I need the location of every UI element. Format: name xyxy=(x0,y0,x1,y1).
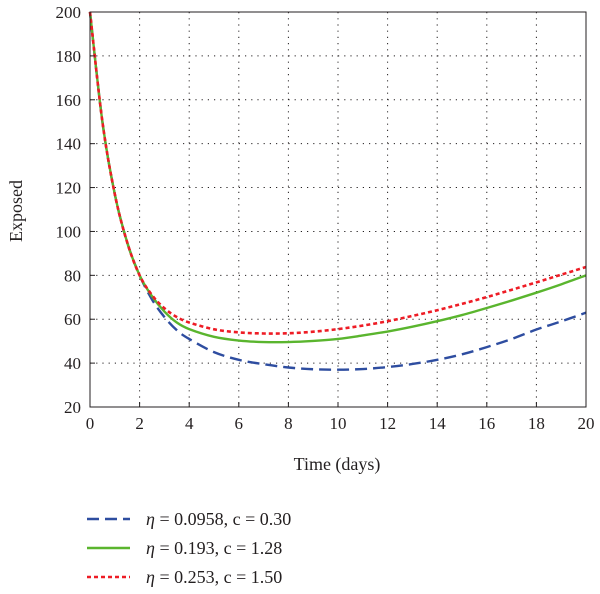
x-tick-label: 10 xyxy=(330,414,347,433)
grid-lines xyxy=(90,12,586,407)
x-tick-label: 16 xyxy=(478,414,495,433)
y-tick-label: 120 xyxy=(56,179,82,198)
x-tick-label: 6 xyxy=(235,414,244,433)
y-tick-label: 160 xyxy=(56,91,82,110)
series-layer xyxy=(88,11,587,371)
legend-eta-symbol: η xyxy=(146,538,155,558)
x-tick-label: 20 xyxy=(578,414,595,433)
x-tick-label: 14 xyxy=(429,414,447,433)
x-tick-label: 0 xyxy=(86,414,95,433)
legend-label-3: η = 0.253, c = 1.50 xyxy=(146,567,282,587)
x-tick-label: 8 xyxy=(284,414,293,433)
y-axis-title: Exposed xyxy=(6,180,26,242)
y-tick-label: 140 xyxy=(56,135,82,154)
legend-label-2: η = 0.193, c = 1.28 xyxy=(146,538,282,558)
y-axis-ticks: 20 40 60 80 100 120 140 160 180 200 xyxy=(56,3,95,417)
x-axis-title: Time (days) xyxy=(294,454,381,475)
y-tick-label: 200 xyxy=(56,3,82,22)
series-line-3 xyxy=(88,11,587,335)
y-tick-label: 60 xyxy=(64,310,81,329)
legend-eta-symbol: η xyxy=(146,567,155,587)
x-axis-ticks: 0 2 4 6 8 10 12 14 16 18 20 xyxy=(86,402,595,433)
legend-eta-symbol: η xyxy=(146,509,155,529)
x-tick-label: 12 xyxy=(379,414,396,433)
y-tick-label: 180 xyxy=(56,47,82,66)
series-line-2 xyxy=(88,11,587,344)
legend-label-1: η = 0.0958, c = 0.30 xyxy=(146,509,291,529)
x-tick-label: 18 xyxy=(528,414,545,433)
legend: η = 0.0958, c = 0.30η = 0.193, c = 1.28η… xyxy=(87,509,291,587)
legend-params: = 0.253, c = 1.50 xyxy=(155,567,282,587)
y-tick-label: 100 xyxy=(56,222,82,241)
y-tick-label: 80 xyxy=(64,266,81,285)
legend-params: = 0.0958, c = 0.30 xyxy=(155,509,291,529)
x-tick-label: 2 xyxy=(135,414,144,433)
y-tick-label: 20 xyxy=(64,398,81,417)
x-tick-label: 4 xyxy=(185,414,194,433)
y-tick-label: 40 xyxy=(64,354,81,373)
legend-params: = 0.193, c = 1.28 xyxy=(155,538,282,558)
